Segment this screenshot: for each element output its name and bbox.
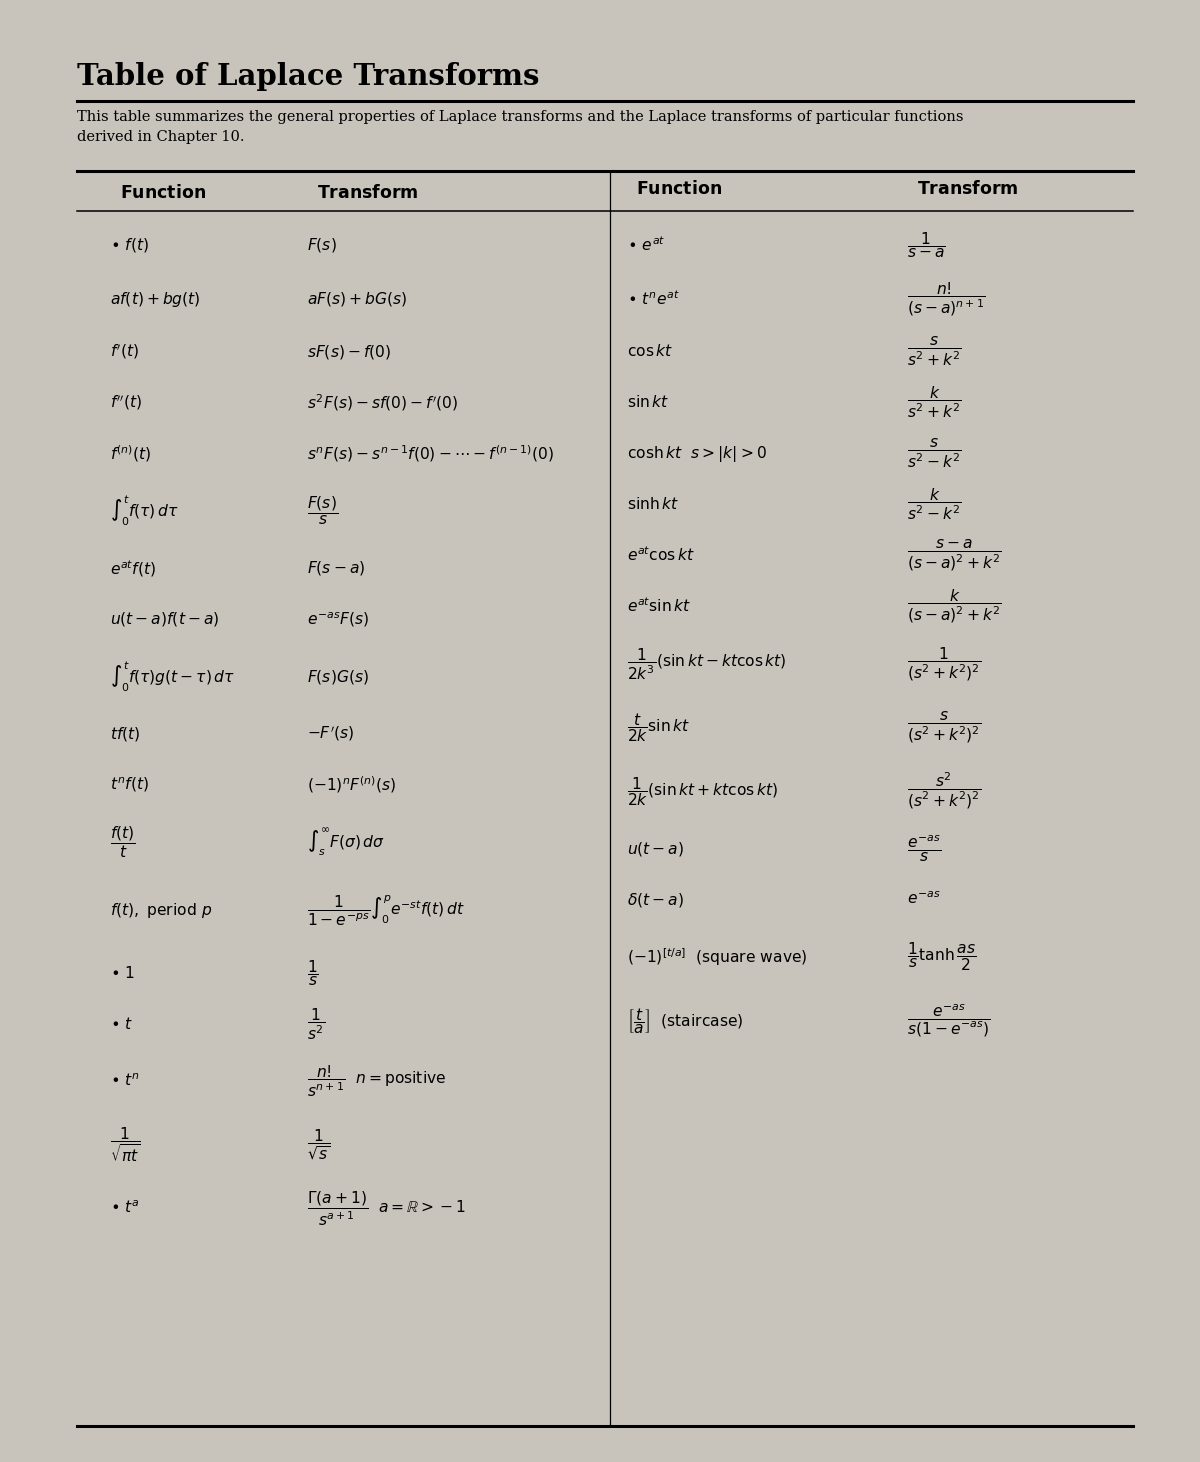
Text: $\int_0^t f(\tau)\,d\tau$: $\int_0^t f(\tau)\,d\tau$: [110, 494, 179, 528]
Text: $\dfrac{\Gamma(a+1)}{s^{a+1}}\ \ a=\mathbb{R}>-1$: $\dfrac{\Gamma(a+1)}{s^{a+1}}\ \ a=\math…: [307, 1190, 466, 1228]
Text: $F(s)$: $F(s)$: [307, 237, 337, 254]
Text: $\bullet\ t^a$: $\bullet\ t^a$: [110, 1200, 140, 1218]
Text: $\dfrac{n!}{(s-a)^{n+1}}$: $\dfrac{n!}{(s-a)^{n+1}}$: [907, 281, 985, 319]
Text: $e^{at}f(t)$: $e^{at}f(t)$: [110, 558, 156, 579]
Text: $u(t-a)$: $u(t-a)$: [626, 839, 684, 858]
Text: $\dfrac{1}{s}$: $\dfrac{1}{s}$: [307, 958, 319, 988]
Text: $\sin kt$: $\sin kt$: [626, 395, 670, 411]
Text: $f'(t)$: $f'(t)$: [110, 342, 139, 361]
Text: $e^{-as}F(s)$: $e^{-as}F(s)$: [307, 610, 370, 629]
Text: $\mathbf{Transform}$: $\mathbf{Transform}$: [317, 184, 419, 202]
Text: $\dfrac{s}{s^2-k^2}$: $\dfrac{s}{s^2-k^2}$: [907, 437, 962, 469]
Text: $u(t-a)f(t-a)$: $u(t-a)f(t-a)$: [110, 610, 220, 629]
Text: $\mathbf{Function}$: $\mathbf{Function}$: [120, 184, 206, 202]
Text: $(-1)^{[t/a]}\ \ (\mathrm{square\ wave})$: $(-1)^{[t/a]}\ \ (\mathrm{square\ wave})…: [626, 946, 808, 968]
Text: $\dfrac{t}{2k}\sin kt$: $\dfrac{t}{2k}\sin kt$: [626, 711, 690, 744]
Text: $\cosh kt\ \ s>|k|>0$: $\cosh kt\ \ s>|k|>0$: [626, 443, 767, 463]
Text: $\dfrac{1}{1-e^{-ps}}\int_0^p e^{-st}f(t)\,dt$: $\dfrac{1}{1-e^{-ps}}\int_0^p e^{-st}f(t…: [307, 893, 466, 928]
Text: $\dfrac{1}{2k}(\sin kt + kt\cos kt)$: $\dfrac{1}{2k}(\sin kt + kt\cos kt)$: [626, 775, 778, 807]
Text: $\dfrac{s^2}{(s^2+k^2)^2}$: $\dfrac{s^2}{(s^2+k^2)^2}$: [907, 770, 982, 811]
Text: $f^{\prime\prime}(t)$: $f^{\prime\prime}(t)$: [110, 393, 143, 412]
Text: $\dfrac{s}{(s^2+k^2)^2}$: $\dfrac{s}{(s^2+k^2)^2}$: [907, 711, 982, 744]
Text: $\dfrac{e^{-as}}{s}$: $\dfrac{e^{-as}}{s}$: [907, 833, 941, 864]
Text: $sF(s)-f(0)$: $sF(s)-f(0)$: [307, 342, 391, 361]
Text: $\bullet\ t^n$: $\bullet\ t^n$: [110, 1073, 140, 1089]
Text: $F(s)G(s)$: $F(s)G(s)$: [307, 668, 370, 686]
Text: $\cos kt$: $\cos kt$: [626, 344, 673, 360]
Text: $\bullet\ f(t)$: $\bullet\ f(t)$: [110, 237, 150, 254]
Text: $\mathbf{Function}$: $\mathbf{Function}$: [636, 180, 722, 199]
Text: $aF(s)+bG(s)$: $aF(s)+bG(s)$: [307, 291, 408, 308]
Text: $(-1)^n F^{(n)}(s)$: $(-1)^n F^{(n)}(s)$: [307, 775, 396, 795]
Text: $\left[\dfrac{t}{a}\right]\ \ (\mathrm{staircase})$: $\left[\dfrac{t}{a}\right]\ \ (\mathrm{s…: [626, 1006, 743, 1035]
Text: $e^{-as}$: $e^{-as}$: [907, 890, 941, 908]
Text: $\dfrac{s}{s^2+k^2}$: $\dfrac{s}{s^2+k^2}$: [907, 335, 962, 368]
Text: $e^{at}\sin kt$: $e^{at}\sin kt$: [626, 596, 691, 616]
Text: $tf(t)$: $tf(t)$: [110, 725, 140, 743]
Text: $\dfrac{e^{-as}}{s(1-e^{-as})}$: $\dfrac{e^{-as}}{s(1-e^{-as})}$: [907, 1003, 990, 1038]
Text: $\int_0^t f(\tau)g(t-\tau)\,d\tau$: $\int_0^t f(\tau)g(t-\tau)\,d\tau$: [110, 659, 235, 694]
Text: $\dfrac{k}{s^2+k^2}$: $\dfrac{k}{s^2+k^2}$: [907, 385, 962, 421]
Text: This table summarizes the general properties of Laplace transforms and the Lapla: This table summarizes the general proper…: [77, 110, 964, 145]
Text: $\mathbf{Transform}$: $\mathbf{Transform}$: [917, 180, 1019, 199]
Text: $s^2F(s)-sf(0)-f^{\prime}(0)$: $s^2F(s)-sf(0)-f^{\prime}(0)$: [307, 392, 458, 414]
Text: $-F'(s)$: $-F'(s)$: [307, 725, 354, 743]
Text: $\dfrac{1}{(s^2+k^2)^2}$: $\dfrac{1}{(s^2+k^2)^2}$: [907, 645, 982, 683]
Text: $F(s-a)$: $F(s-a)$: [307, 560, 366, 577]
Text: $\dfrac{F(s)}{s}$: $\dfrac{F(s)}{s}$: [307, 494, 338, 528]
Text: $\bullet\ 1$: $\bullet\ 1$: [110, 965, 136, 981]
Text: $\bullet\ t$: $\bullet\ t$: [110, 1016, 133, 1032]
Text: $\dfrac{n!}{s^{n+1}}\ \ n=\mathrm{positive}$: $\dfrac{n!}{s^{n+1}}\ \ n=\mathrm{positi…: [307, 1063, 446, 1099]
Text: Table of Laplace Transforms: Table of Laplace Transforms: [77, 61, 539, 91]
Text: $\dfrac{s-a}{(s-a)^2+k^2}$: $\dfrac{s-a}{(s-a)^2+k^2}$: [907, 538, 1002, 573]
Text: $\dfrac{1}{s-a}$: $\dfrac{1}{s-a}$: [907, 231, 946, 260]
Text: $\sinh kt$: $\sinh kt$: [626, 496, 679, 513]
Text: $af(t)+bg(t)$: $af(t)+bg(t)$: [110, 289, 202, 308]
Text: $f^{(n)}(t)$: $f^{(n)}(t)$: [110, 443, 151, 463]
Text: $\dfrac{1}{\sqrt{s}}$: $\dfrac{1}{\sqrt{s}}$: [307, 1127, 331, 1162]
Text: $\bullet\ t^n e^{at}$: $\bullet\ t^n e^{at}$: [626, 289, 679, 308]
Text: $e^{at}\cos kt$: $e^{at}\cos kt$: [626, 547, 695, 564]
Text: $t^n f(t)$: $t^n f(t)$: [110, 776, 149, 794]
Text: $\dfrac{k}{s^2-k^2}$: $\dfrac{k}{s^2-k^2}$: [907, 487, 962, 522]
Text: $\bullet\ e^{at}$: $\bullet\ e^{at}$: [626, 235, 665, 254]
Text: $\dfrac{k}{(s-a)^2+k^2}$: $\dfrac{k}{(s-a)^2+k^2}$: [907, 588, 1002, 626]
Text: $\dfrac{1}{s}\tanh\dfrac{as}{2}$: $\dfrac{1}{s}\tanh\dfrac{as}{2}$: [907, 940, 977, 974]
Text: $\dfrac{1}{s^2}$: $\dfrac{1}{s^2}$: [307, 1006, 325, 1042]
Text: $\dfrac{1}{2k^3}(\sin kt - kt\cos kt)$: $\dfrac{1}{2k^3}(\sin kt - kt\cos kt)$: [626, 646, 786, 681]
Text: $f(t),\ \mathrm{period}\ p$: $f(t),\ \mathrm{period}\ p$: [110, 902, 212, 921]
Text: $\int_s^{\infty} F(\sigma)\,d\sigma$: $\int_s^{\infty} F(\sigma)\,d\sigma$: [307, 826, 385, 858]
Text: $\dfrac{1}{\sqrt{\pi t}}$: $\dfrac{1}{\sqrt{\pi t}}$: [110, 1126, 140, 1165]
Text: $s^nF(s)-s^{n-1}f(0)-\cdots-f^{(n-1)}(0)$: $s^nF(s)-s^{n-1}f(0)-\cdots-f^{(n-1)}(0)…: [307, 443, 554, 463]
Text: $\dfrac{f(t)}{t}$: $\dfrac{f(t)}{t}$: [110, 825, 136, 860]
Text: $\delta(t-a)$: $\delta(t-a)$: [626, 890, 684, 908]
